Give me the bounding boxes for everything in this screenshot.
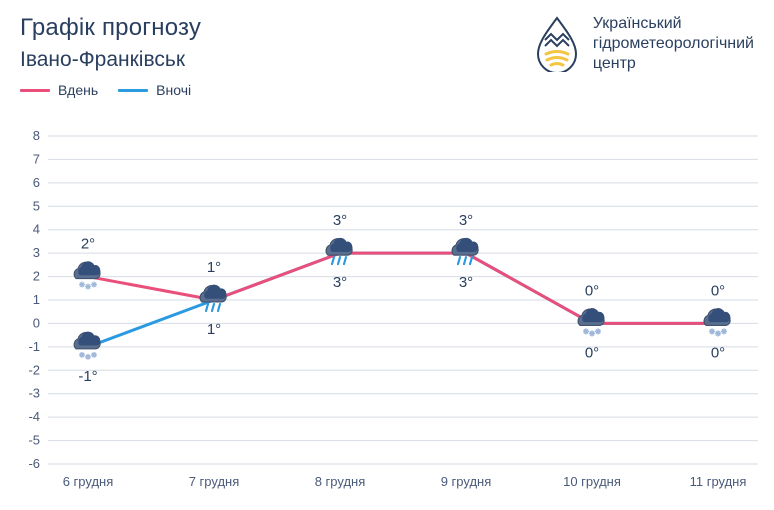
svg-text:4: 4 — [33, 222, 40, 237]
svg-text:6 грудня: 6 грудня — [63, 474, 114, 489]
svg-text:-4: -4 — [28, 409, 40, 424]
svg-text:9 грудня: 9 грудня — [441, 474, 492, 489]
svg-text:6: 6 — [33, 175, 40, 190]
logo-icon — [535, 16, 579, 72]
svg-text:7: 7 — [33, 151, 40, 166]
org-block: Український гідрометеорологічний центр — [535, 14, 754, 74]
legend-swatch-day — [20, 89, 50, 92]
forecast-chart: -6 -5 -4 -3 -2 -1 0 1 2 3 4 5 6 7 8 6 грудня 7 грудня 8 г… — [0, 128, 774, 500]
svg-text:-1: -1 — [28, 339, 40, 354]
svg-text:1°: 1° — [207, 259, 221, 276]
legend-swatch-night — [118, 89, 148, 92]
svg-text:-3: -3 — [28, 386, 40, 401]
svg-text:8: 8 — [33, 128, 40, 143]
org-line3: центр — [593, 54, 754, 74]
svg-text:5: 5 — [33, 198, 40, 213]
svg-text:0°: 0° — [711, 344, 725, 361]
legend-night: Вночі — [118, 82, 191, 98]
svg-text:2°: 2° — [81, 236, 95, 253]
chart-subtitle: Івано-Франківськ — [20, 48, 201, 72]
svg-text:0°: 0° — [585, 282, 599, 299]
svg-text:-1°: -1° — [78, 368, 97, 385]
svg-text:3°: 3° — [459, 274, 473, 291]
svg-text:8 грудня: 8 грудня — [315, 474, 366, 489]
svg-text:11 грудня: 11 грудня — [690, 474, 747, 489]
legend: Вдень Вночі — [0, 74, 774, 98]
svg-text:0°: 0° — [711, 282, 725, 299]
svg-text:0: 0 — [33, 315, 40, 330]
svg-text:-5: -5 — [28, 433, 40, 448]
legend-label-night: Вночі — [156, 82, 191, 98]
svg-text:-6: -6 — [28, 456, 40, 471]
svg-text:2: 2 — [33, 269, 40, 284]
org-line1: Український — [593, 14, 754, 34]
svg-text:-2: -2 — [28, 362, 40, 377]
svg-text:3: 3 — [33, 245, 40, 260]
legend-label-day: Вдень — [58, 82, 98, 98]
svg-text:1°: 1° — [207, 321, 221, 338]
svg-text:3°: 3° — [333, 212, 347, 229]
svg-text:3°: 3° — [333, 274, 347, 291]
svg-text:7 грудня: 7 грудня — [189, 474, 240, 489]
legend-day: Вдень — [20, 82, 98, 98]
svg-text:3°: 3° — [459, 212, 473, 229]
chart-title: Графік прогнозу — [20, 14, 201, 42]
org-line2: гідрометеорологічний — [593, 34, 754, 54]
svg-text:10 грудня: 10 грудня — [563, 474, 621, 489]
svg-text:1: 1 — [33, 292, 40, 307]
svg-text:0°: 0° — [585, 344, 599, 361]
